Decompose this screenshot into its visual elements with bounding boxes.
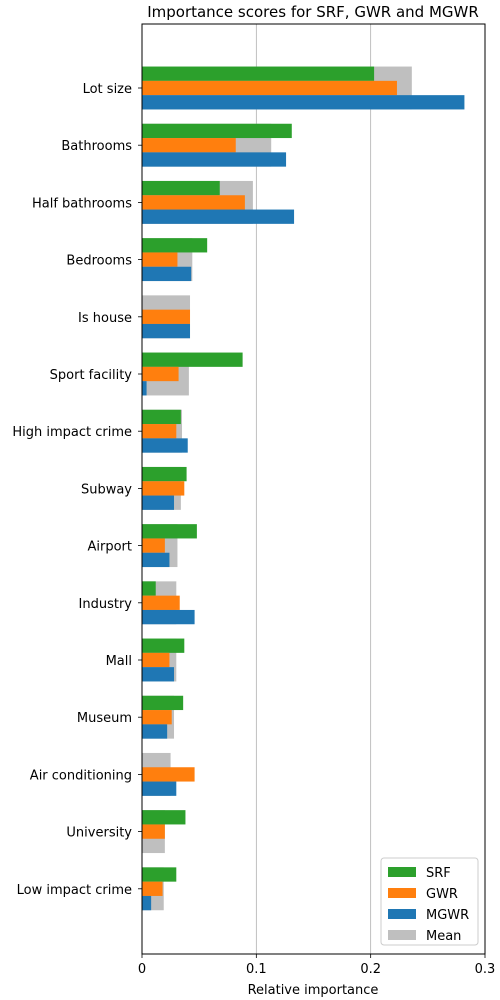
- bar-gwr: [142, 138, 236, 153]
- bar-mgwr: [142, 724, 168, 739]
- bar-mgwr: [142, 152, 287, 167]
- y-tick-labels: Lot size Bathrooms Half bathrooms Bedrooms I…: [12, 82, 142, 898]
- legend: SRF GWR MGWR Mean: [380, 857, 479, 946]
- bar-srf: [142, 466, 187, 482]
- legend-label: GWR: [426, 887, 458, 902]
- bar-srf: [142, 581, 156, 596]
- bar-mgwr: [142, 781, 177, 796]
- bar-srf: [142, 638, 185, 653]
- bar-srf: [142, 810, 186, 825]
- y-tick-label: Museum: [77, 711, 132, 726]
- x-tick-label: 0.1: [246, 962, 267, 977]
- bar-gwr: [142, 481, 185, 496]
- y-tick-label: Bathrooms: [61, 139, 132, 154]
- bar-srf: [142, 524, 197, 539]
- bar-gwr: [142, 652, 170, 668]
- bar-srf: [142, 180, 220, 196]
- bar-srf: [142, 238, 208, 253]
- bar-gwr: [142, 252, 178, 267]
- x-tick-label: 0.3: [475, 962, 496, 977]
- bar-gwr: [142, 80, 397, 96]
- bar-gwr: [142, 309, 191, 324]
- bar-mgwr: [142, 895, 152, 911]
- bar-mgwr: [142, 209, 295, 224]
- bar-gwr: [142, 538, 165, 553]
- plot-frame: [141, 23, 486, 955]
- bar-mgwr: [142, 495, 175, 510]
- x-tick-label: 0.2: [360, 962, 381, 977]
- bar-mgwr: [142, 438, 188, 453]
- bar-mgwr: [142, 323, 191, 339]
- bar-mgwr: [142, 667, 175, 682]
- y-tick-label: Subway: [81, 482, 132, 497]
- bar-gwr: [142, 881, 163, 896]
- legend-label: MGWR: [426, 908, 469, 923]
- bar-mgwr: [142, 552, 170, 568]
- bar-gwr: [142, 366, 179, 382]
- bar-mgwr: [142, 95, 465, 110]
- y-tick-label: Industry: [79, 597, 133, 612]
- grid-lines: [255, 24, 372, 954]
- y-tick-label: Lot size: [83, 82, 132, 97]
- chart-title: Importance scores for SRF, GWR and MGWR: [147, 3, 479, 21]
- y-tick-label: Sport facility: [50, 368, 133, 383]
- bar-mgwr: [142, 609, 195, 625]
- x-axis-label: Relative importance: [248, 983, 379, 998]
- bar-gwr: [142, 195, 245, 210]
- legend-swatch: [388, 909, 416, 919]
- y-tick-label: Half bathrooms: [32, 196, 132, 211]
- bar-gwr: [142, 710, 172, 725]
- bar-srf: [142, 409, 181, 425]
- bar-srf: [142, 66, 375, 81]
- y-tick-label: University: [66, 826, 132, 841]
- y-tick-label: Air conditioning: [30, 768, 132, 783]
- bar-srf: [142, 695, 184, 711]
- y-tick-label: Airport: [88, 540, 133, 555]
- x-tick-labels: 0 0.1 0.2 0.3: [138, 954, 495, 977]
- y-tick-label: Mall: [106, 654, 132, 669]
- y-tick-label: High impact crime: [12, 425, 132, 440]
- bar-gwr: [142, 595, 180, 610]
- x-tick-label: 0: [138, 962, 146, 977]
- legend-swatch: [388, 867, 416, 877]
- bar-gwr: [142, 424, 177, 439]
- legend-frame: [380, 857, 479, 946]
- bar-srf: [142, 123, 292, 139]
- y-tick-label: Low impact crime: [17, 883, 132, 898]
- bar-mgwr: [142, 266, 192, 282]
- y-tick-label: Bedrooms: [66, 254, 132, 269]
- legend-label: Mean: [426, 929, 461, 944]
- y-tick-label: Is house: [78, 311, 132, 326]
- legend-swatch: [388, 930, 416, 940]
- bars-group: [142, 66, 465, 911]
- legend-swatch: [388, 888, 416, 898]
- bar-srf: [142, 352, 243, 367]
- bar-gwr: [142, 824, 165, 839]
- bar-srf: [142, 867, 177, 882]
- legend-label: SRF: [426, 866, 451, 881]
- bar-mgwr: [142, 381, 147, 396]
- bar-gwr: [142, 767, 195, 782]
